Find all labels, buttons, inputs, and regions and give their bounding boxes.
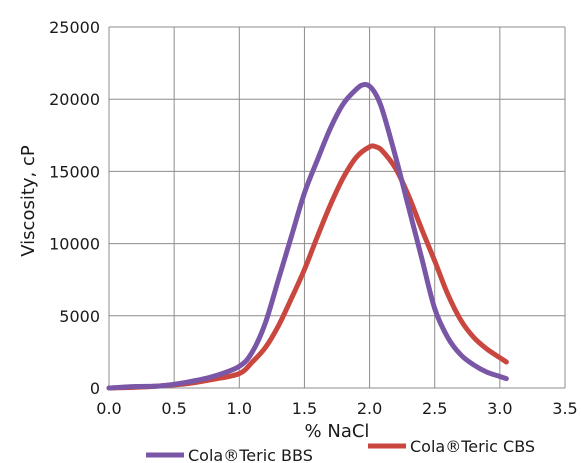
y-tick-label: 10000 bbox=[49, 235, 100, 254]
x-axis-title: % NaCl bbox=[305, 421, 370, 442]
legend-label-cola-teric-cbs: Cola®Teric CBS bbox=[410, 437, 535, 456]
legend-label-cola-teric-bbs: Cola®Teric BBS bbox=[188, 446, 313, 463]
series-layer bbox=[106, 82, 509, 391]
x-axis-ticks: 0.0 0.5 1.0 1.5 2.0 2.5 3.0 3.5 bbox=[96, 399, 577, 418]
y-axis-title: Viscosity, cP bbox=[18, 145, 39, 257]
x-tick-label: 2.0 bbox=[357, 399, 382, 418]
x-tick-label: 2.5 bbox=[422, 399, 447, 418]
y-tick-label: 5000 bbox=[59, 307, 100, 326]
x-tick-label: 0.0 bbox=[96, 399, 121, 418]
y-tick-label: 15000 bbox=[49, 162, 100, 181]
x-tick-label: 1.5 bbox=[292, 399, 317, 418]
y-tick-label: 0 bbox=[90, 379, 100, 398]
x-tick-label: 1.0 bbox=[227, 399, 252, 418]
grid-lines bbox=[108, 26, 566, 389]
x-tick-label: 0.5 bbox=[161, 399, 186, 418]
x-tick-label: 3.0 bbox=[487, 399, 512, 418]
x-tick-label: 3.5 bbox=[552, 399, 577, 418]
series-line-cola-teric-bbs bbox=[106, 82, 509, 391]
y-tick-label: 25000 bbox=[49, 18, 100, 37]
legend: Cola®Teric BBS Cola®Teric CBS bbox=[146, 437, 535, 463]
y-tick-label: 20000 bbox=[49, 90, 100, 109]
y-axis-ticks: 0 5000 10000 15000 20000 25000 bbox=[49, 18, 100, 398]
series-line-cola-teric-cbs bbox=[106, 143, 509, 391]
